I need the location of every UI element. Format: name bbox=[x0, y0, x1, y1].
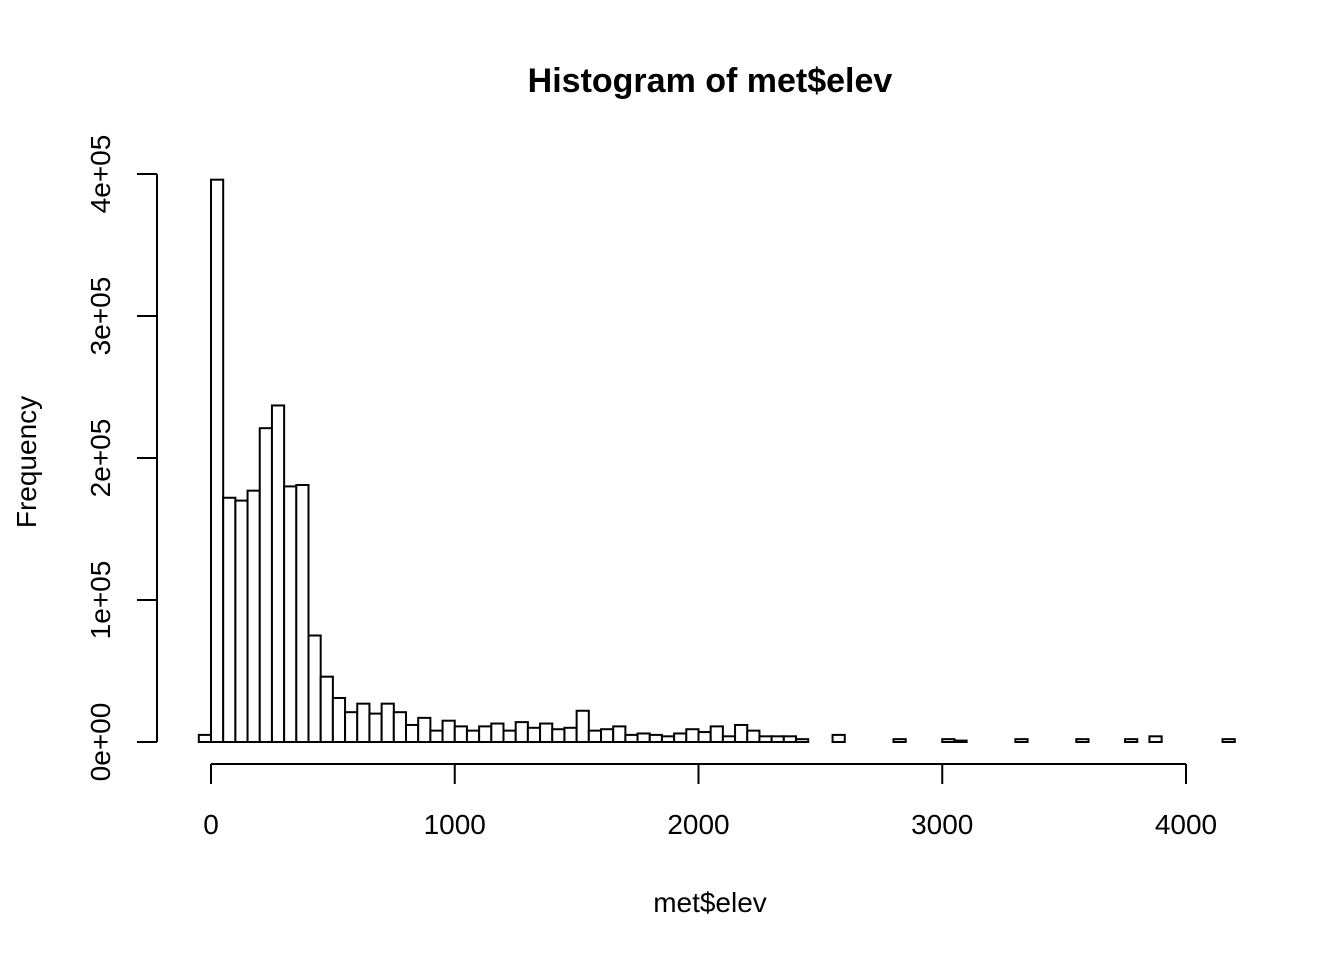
histogram-bar bbox=[636, 732, 651, 743]
histogram-bar bbox=[210, 178, 225, 743]
histogram-bar bbox=[734, 723, 749, 744]
histogram-bar bbox=[283, 485, 298, 743]
histogram-bar bbox=[514, 721, 529, 743]
histogram-bar bbox=[612, 725, 627, 744]
histogram-bar bbox=[831, 733, 846, 744]
histogram-bar bbox=[356, 702, 371, 743]
histogram-bar bbox=[478, 725, 493, 744]
histogram-bar bbox=[648, 733, 663, 744]
histogram-bar bbox=[429, 729, 444, 744]
x-tick-label: 2000 bbox=[667, 809, 729, 840]
histogram-bar bbox=[392, 711, 407, 743]
histogram-bar bbox=[246, 489, 261, 743]
histogram-bar bbox=[795, 738, 810, 743]
y-tick-label: 3e+05 bbox=[85, 277, 116, 356]
histogram-bar bbox=[685, 728, 700, 743]
histogram-bar bbox=[319, 675, 334, 743]
histogram-bar bbox=[673, 732, 688, 743]
histogram-bar bbox=[526, 726, 542, 743]
histogram-bar bbox=[344, 711, 359, 743]
histogram-bar bbox=[953, 739, 968, 744]
histogram-bar bbox=[709, 725, 724, 744]
histogram-bar bbox=[624, 733, 639, 744]
histogram-bar bbox=[782, 735, 797, 744]
histogram-bar bbox=[368, 712, 383, 743]
histogram-bar bbox=[380, 702, 395, 743]
histogram-bar bbox=[660, 735, 676, 744]
histogram-bar bbox=[222, 496, 237, 744]
histogram-bar bbox=[465, 729, 481, 744]
histogram-bar bbox=[453, 725, 468, 744]
histogram-bar bbox=[307, 634, 322, 743]
histogram-bar bbox=[563, 726, 578, 743]
chart-title: Histogram of met$elev bbox=[528, 62, 893, 100]
histogram-bar bbox=[197, 733, 212, 744]
histogram-bar bbox=[746, 729, 761, 744]
histogram-bar bbox=[941, 738, 956, 743]
y-tick-label: 2e+05 bbox=[85, 419, 116, 498]
histogram-bar bbox=[1014, 738, 1029, 743]
histogram-bar bbox=[405, 723, 420, 744]
x-tick-label: 4000 bbox=[1155, 809, 1217, 840]
histogram-bar bbox=[539, 722, 554, 743]
histogram-bar bbox=[1075, 738, 1090, 743]
x-tick-label: 1000 bbox=[424, 809, 486, 840]
histogram-bar bbox=[770, 735, 785, 744]
y-tick-label: 1e+05 bbox=[85, 561, 116, 640]
x-tick-label: 3000 bbox=[911, 809, 973, 840]
histogram-bar bbox=[1124, 738, 1139, 743]
x-tick-label: 0 bbox=[203, 809, 219, 840]
histogram-bar bbox=[258, 427, 273, 743]
histogram-bar bbox=[270, 404, 286, 743]
histogram-bar bbox=[721, 735, 737, 744]
histogram-bars bbox=[197, 178, 1236, 744]
histogram-bar bbox=[417, 716, 432, 743]
histogram-bar bbox=[1148, 735, 1163, 744]
histogram-bar bbox=[490, 722, 505, 743]
histogram-bar bbox=[331, 696, 347, 743]
histogram-bar bbox=[600, 728, 615, 743]
histogram-bar bbox=[502, 729, 517, 744]
histogram-bar bbox=[892, 738, 907, 743]
histogram-bar bbox=[697, 731, 712, 743]
y-tick-label: 0e+00 bbox=[85, 703, 116, 782]
histogram-bar bbox=[575, 709, 590, 744]
x-axis: 0 1000 2000 3000 4000 bbox=[203, 763, 1217, 840]
histogram-bar bbox=[758, 735, 773, 744]
y-axis: 0e+00 1e+05 2e+05 3e+05 4e+05 bbox=[85, 135, 158, 782]
histogram-bar bbox=[551, 728, 566, 743]
histogram-bar bbox=[587, 729, 602, 744]
x-axis-label: met$elev bbox=[653, 887, 767, 918]
histogram-bar bbox=[295, 483, 310, 743]
histogram-bar bbox=[234, 499, 249, 743]
histogram-bar bbox=[441, 719, 456, 744]
y-tick-label: 4e+05 bbox=[85, 135, 116, 214]
histogram-bar bbox=[1221, 738, 1236, 743]
y-axis-label: Frequency bbox=[11, 396, 42, 528]
